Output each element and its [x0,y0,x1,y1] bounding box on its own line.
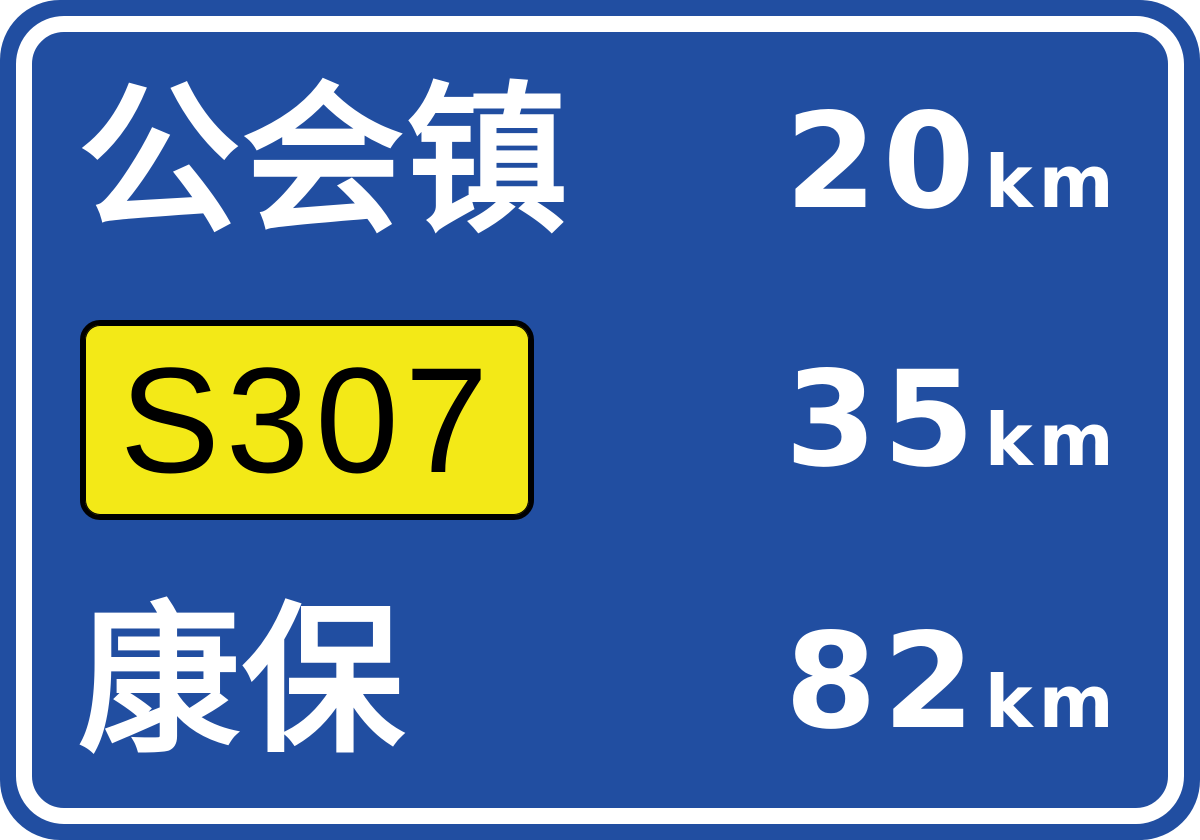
distance-readout: 35km [785,340,1120,520]
distance-unit: km [984,660,1120,744]
route-number-plate: S307 [80,320,534,520]
distance-unit: km [984,398,1120,482]
distance-unit: km [984,140,1120,224]
distance-readout: 20km [785,82,1120,262]
distance-readout: 82km [785,602,1120,782]
sign-row-1: 公会镇 20km [0,68,1200,256]
destination-name: 康保 [78,588,406,776]
sign-border [16,16,1184,824]
route-number: S307 [119,336,495,504]
sign-row-3: 康保 82km [0,588,1200,776]
destination-name: 公会镇 [78,68,570,256]
distance-value: 20 [785,85,981,239]
sign-row-2: S307 35km [0,320,1200,520]
distance-value: 35 [785,343,981,497]
distance-value: 82 [785,605,981,759]
